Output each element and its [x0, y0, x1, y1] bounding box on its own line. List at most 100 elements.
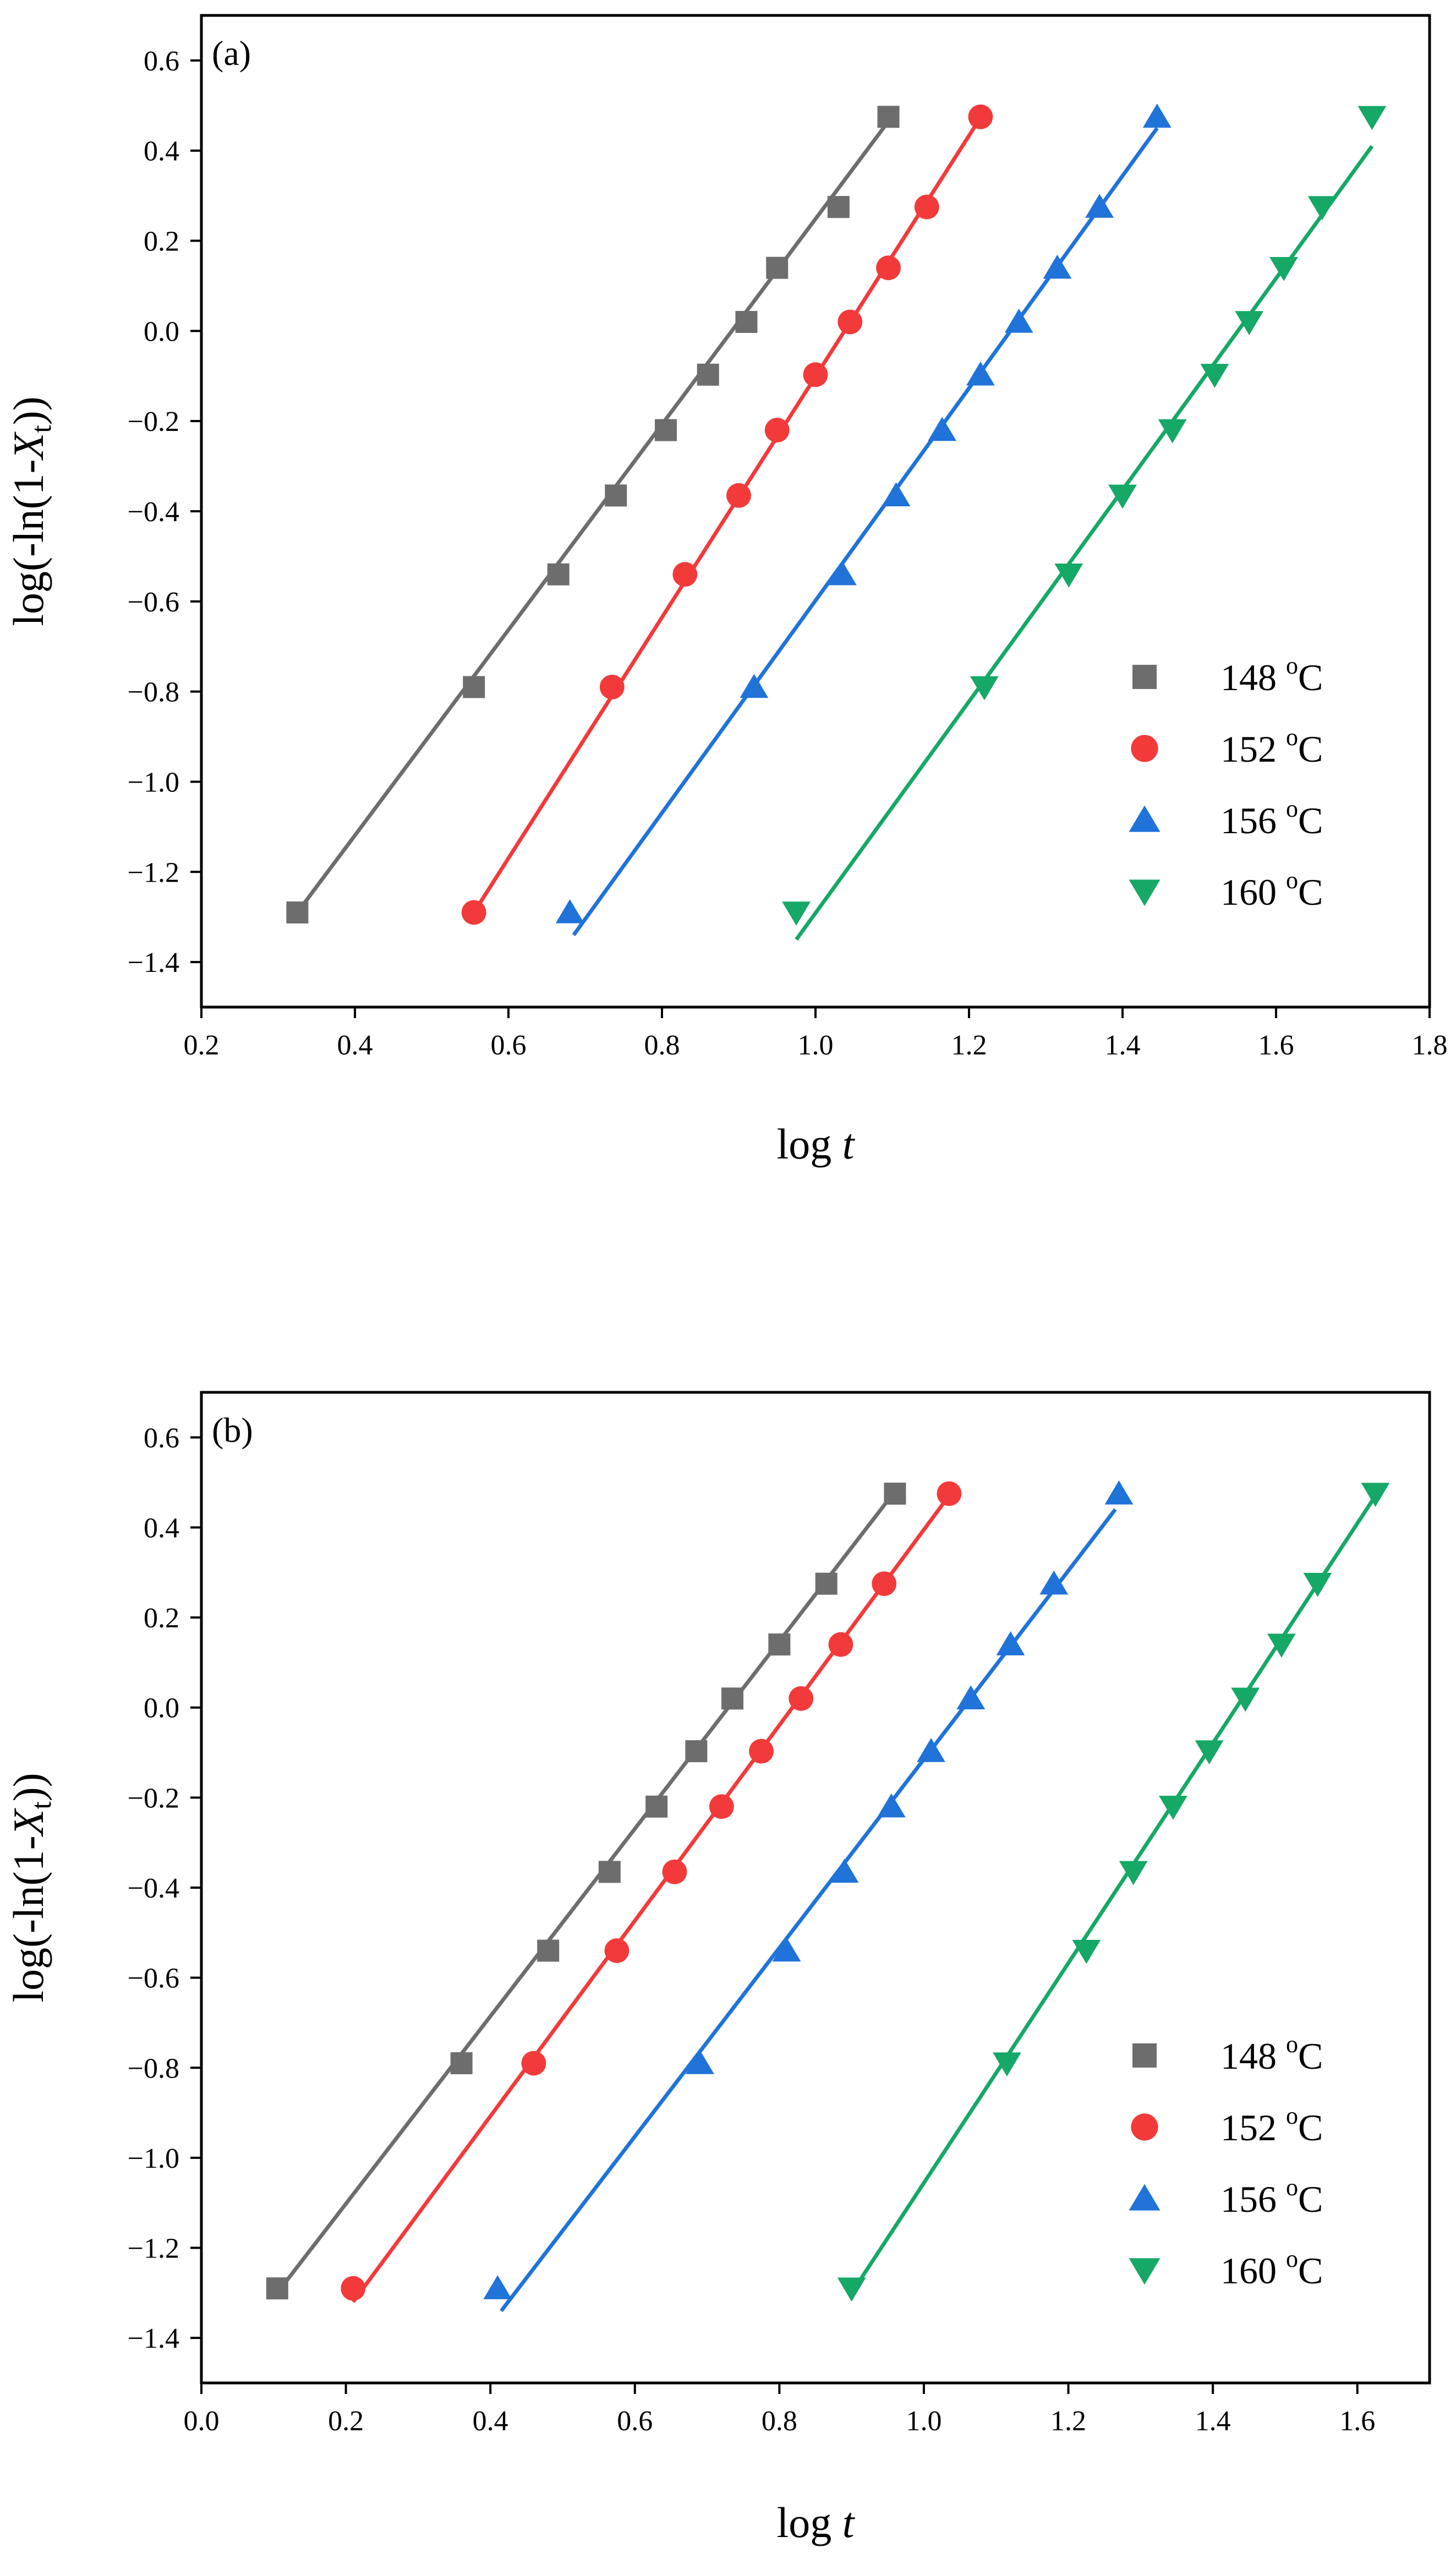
- data-point-152: [662, 1859, 687, 1884]
- x-tick-label: 1.2: [951, 1030, 987, 1061]
- y-tick-label: −1.2: [128, 857, 179, 888]
- series-156: [483, 1480, 1134, 2312]
- data-point-156: [1043, 254, 1072, 279]
- plot-frame: [200, 14, 1431, 1009]
- data-point-152: [599, 675, 625, 699]
- data-point-156: [686, 2050, 714, 2074]
- data-point-148: [735, 310, 758, 333]
- data-point-156: [882, 482, 911, 507]
- data-point-160: [1072, 1939, 1101, 1964]
- y-tick-label: 0.0: [144, 1693, 179, 1724]
- data-point-148: [884, 1483, 906, 1505]
- y-axis-title-variable: X: [4, 431, 52, 461]
- legend-marker-152: [1131, 735, 1158, 762]
- data-point-152: [764, 418, 790, 442]
- legend-label-unit: C: [1298, 2178, 1323, 2220]
- data-point-148: [766, 256, 789, 279]
- fit-line-160: [795, 145, 1374, 941]
- data-point-156: [828, 561, 857, 586]
- data-point-160: [1231, 1687, 1260, 1712]
- series-160: [837, 1483, 1390, 2302]
- data-point-156: [1104, 1480, 1134, 1505]
- plot-area: [286, 103, 1387, 941]
- y-tick-label: 0.2: [144, 226, 179, 258]
- x-axis-title-variable: t: [842, 1120, 856, 1168]
- x-tick-label: 1.0: [906, 2406, 942, 2437]
- data-point-160: [1200, 364, 1229, 388]
- x-tick-label: 0.8: [644, 1030, 680, 1061]
- legend-label-number: 156: [1220, 2178, 1286, 2220]
- data-point-160: [1303, 1573, 1332, 1597]
- data-point-156: [1142, 103, 1172, 128]
- x-tick-label: 0.2: [328, 2406, 364, 2437]
- plot-area: [266, 1480, 1390, 2312]
- legend-marker-156: [1129, 2184, 1161, 2211]
- y-tick-label: −0.4: [128, 496, 179, 528]
- y-tick-label: −0.8: [128, 677, 179, 708]
- data-point-152: [937, 1481, 962, 1506]
- data-point-160: [782, 901, 811, 926]
- y-tick-label: −0.6: [128, 587, 179, 618]
- data-point-156: [966, 361, 995, 386]
- x-tick-label: 0.4: [337, 1030, 373, 1061]
- fit-line-156: [572, 127, 1159, 936]
- data-point-156: [956, 1685, 986, 1710]
- legend-label-number: 148: [1220, 657, 1286, 698]
- data-point-160: [1195, 1740, 1224, 1765]
- data-point-156: [772, 1937, 801, 1962]
- x-tick-label: 1.4: [1195, 2406, 1231, 2437]
- legend-marker-156: [1129, 805, 1161, 832]
- data-point-152: [461, 900, 486, 925]
- legend-label-148: 148 oC: [1220, 2031, 1323, 2077]
- data-point-156: [483, 2275, 512, 2299]
- data-point-152: [838, 309, 863, 335]
- legend-label-number: 156: [1220, 800, 1286, 841]
- data-point-156: [996, 1631, 1025, 1655]
- data-point-160: [1119, 1861, 1148, 1885]
- data-point-148: [768, 1633, 791, 1656]
- y-tick-label: −0.2: [128, 406, 179, 438]
- y-tick-label: −0.2: [128, 1783, 179, 1814]
- legend-marker-160: [1129, 879, 1161, 906]
- legend-label-degree: o: [1286, 2174, 1298, 2201]
- data-point-148: [537, 1939, 560, 1962]
- legend-label-degree: o: [1286, 795, 1298, 822]
- data-point-148: [645, 1795, 668, 1818]
- y-tick-label: 0.0: [144, 316, 179, 347]
- legend-label-degree: o: [1286, 2245, 1298, 2272]
- x-tick-label: 0.6: [617, 2406, 653, 2437]
- legend-label-number: 148: [1220, 2035, 1286, 2077]
- data-point-160: [970, 676, 999, 701]
- data-point-152: [672, 562, 698, 587]
- panel-a: 0.2 0.4 0.6 0.8 1.0 1.2 1.4 1.6 1.8 −1.4 −1.2 −1.0 −…: [4, 14, 1448, 1168]
- data-point-156: [928, 417, 957, 441]
- data-point-152: [604, 1938, 630, 1963]
- legend-label-148: 148 oC: [1220, 652, 1323, 698]
- data-point-148: [605, 484, 627, 507]
- panel-label: (a): [212, 34, 251, 73]
- data-point-148: [266, 2277, 288, 2300]
- legend-label-number: 152: [1220, 728, 1286, 770]
- data-point-148: [877, 106, 900, 128]
- data-point-160: [1358, 106, 1387, 130]
- fit-line-156: [500, 1508, 1117, 2312]
- data-point-152: [828, 1632, 853, 1657]
- x-axis-title-text: log: [777, 2499, 842, 2546]
- data-point-156: [917, 1738, 945, 1762]
- legend-label-number: 152: [1220, 2107, 1286, 2148]
- plot-frame: [200, 1391, 1431, 2385]
- x-axis-title-variable: t: [842, 2499, 856, 2546]
- legend-label-unit: C: [1298, 2035, 1323, 2077]
- data-point-156: [1039, 1570, 1069, 1595]
- data-point-152: [709, 1794, 734, 1819]
- data-point-152: [876, 255, 901, 281]
- data-point-148: [598, 1861, 621, 1883]
- data-point-156: [877, 1793, 906, 1818]
- legend-label-degree: o: [1286, 2102, 1298, 2129]
- data-point-148: [450, 2052, 473, 2075]
- y-axis-title-subscript: t: [26, 425, 57, 433]
- y-tick-label: −1.2: [128, 2233, 179, 2265]
- x-tick-label: 1.8: [1412, 1030, 1448, 1061]
